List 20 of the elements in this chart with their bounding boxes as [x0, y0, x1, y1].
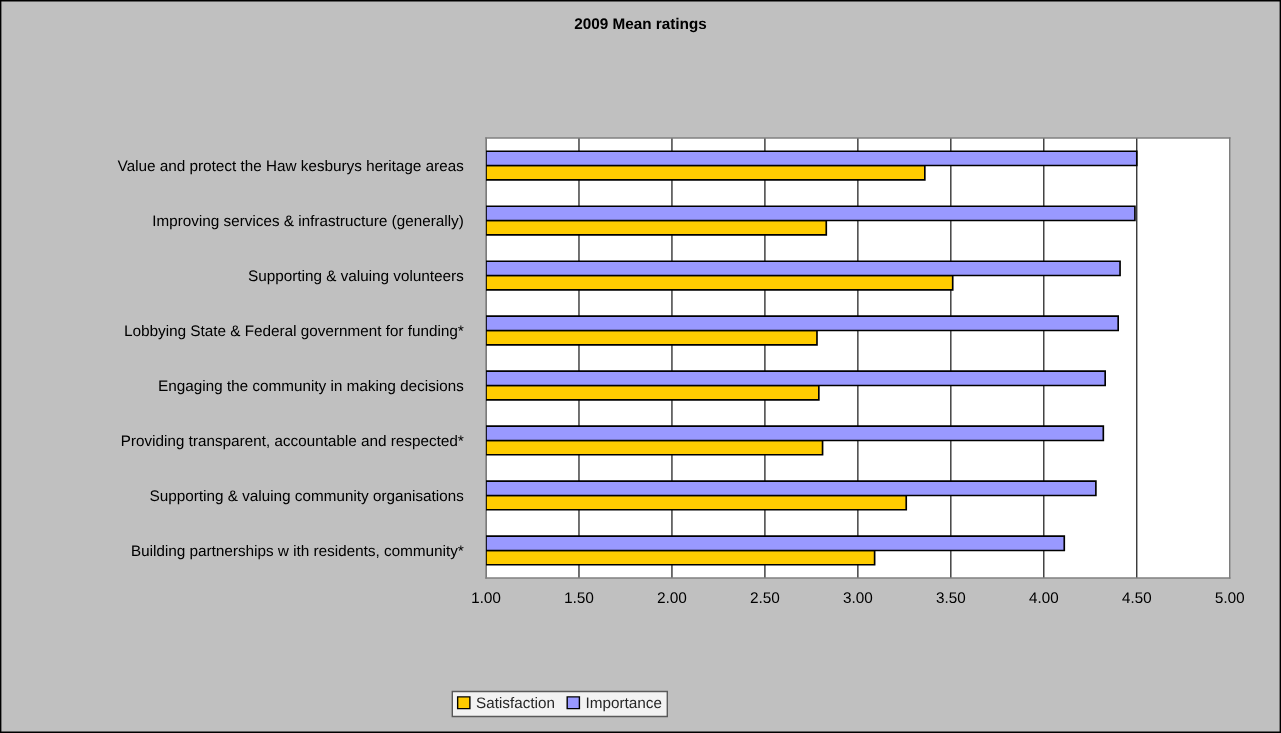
- chart-title: 2009 Mean ratings: [574, 17, 707, 33]
- y-tick-label: Supporting & valuing volunteers: [248, 269, 464, 285]
- y-tick-label: Improving services & infrastructure (generally): [153, 214, 463, 230]
- x-tick-label: 4.50: [1122, 592, 1152, 604]
- y-tick-label: Engaging the community in making decisions: [159, 379, 464, 395]
- x-tick-label: 1.00: [472, 592, 501, 604]
- x-tick-label: 1.50: [565, 592, 594, 604]
- x-tick-label: 3.50: [936, 592, 966, 604]
- legend-label: Importance: [586, 697, 662, 712]
- x-tick-label: 2.50: [750, 592, 780, 604]
- y-tick-label: Lobbying State & Federal government for funding*: [125, 324, 464, 340]
- x-tick-label: 4.00: [1029, 592, 1059, 604]
- x-tick-label: 5.00: [1215, 592, 1245, 604]
- legend-label: Satisfaction: [476, 696, 554, 709]
- y-tick-label: Providing transparent, accountable and respected*: [121, 434, 464, 450]
- y-tick-label: Building partnerships w ith residents, community*: [132, 544, 464, 560]
- x-tick-label: 2.00: [657, 592, 687, 604]
- x-tick-label: 3.00: [843, 592, 873, 604]
- y-tick-label: Supporting & valuing community organisations: [150, 489, 464, 505]
- y-tick-label: Value and protect the Haw kesburys heritage areas: [117, 159, 464, 175]
